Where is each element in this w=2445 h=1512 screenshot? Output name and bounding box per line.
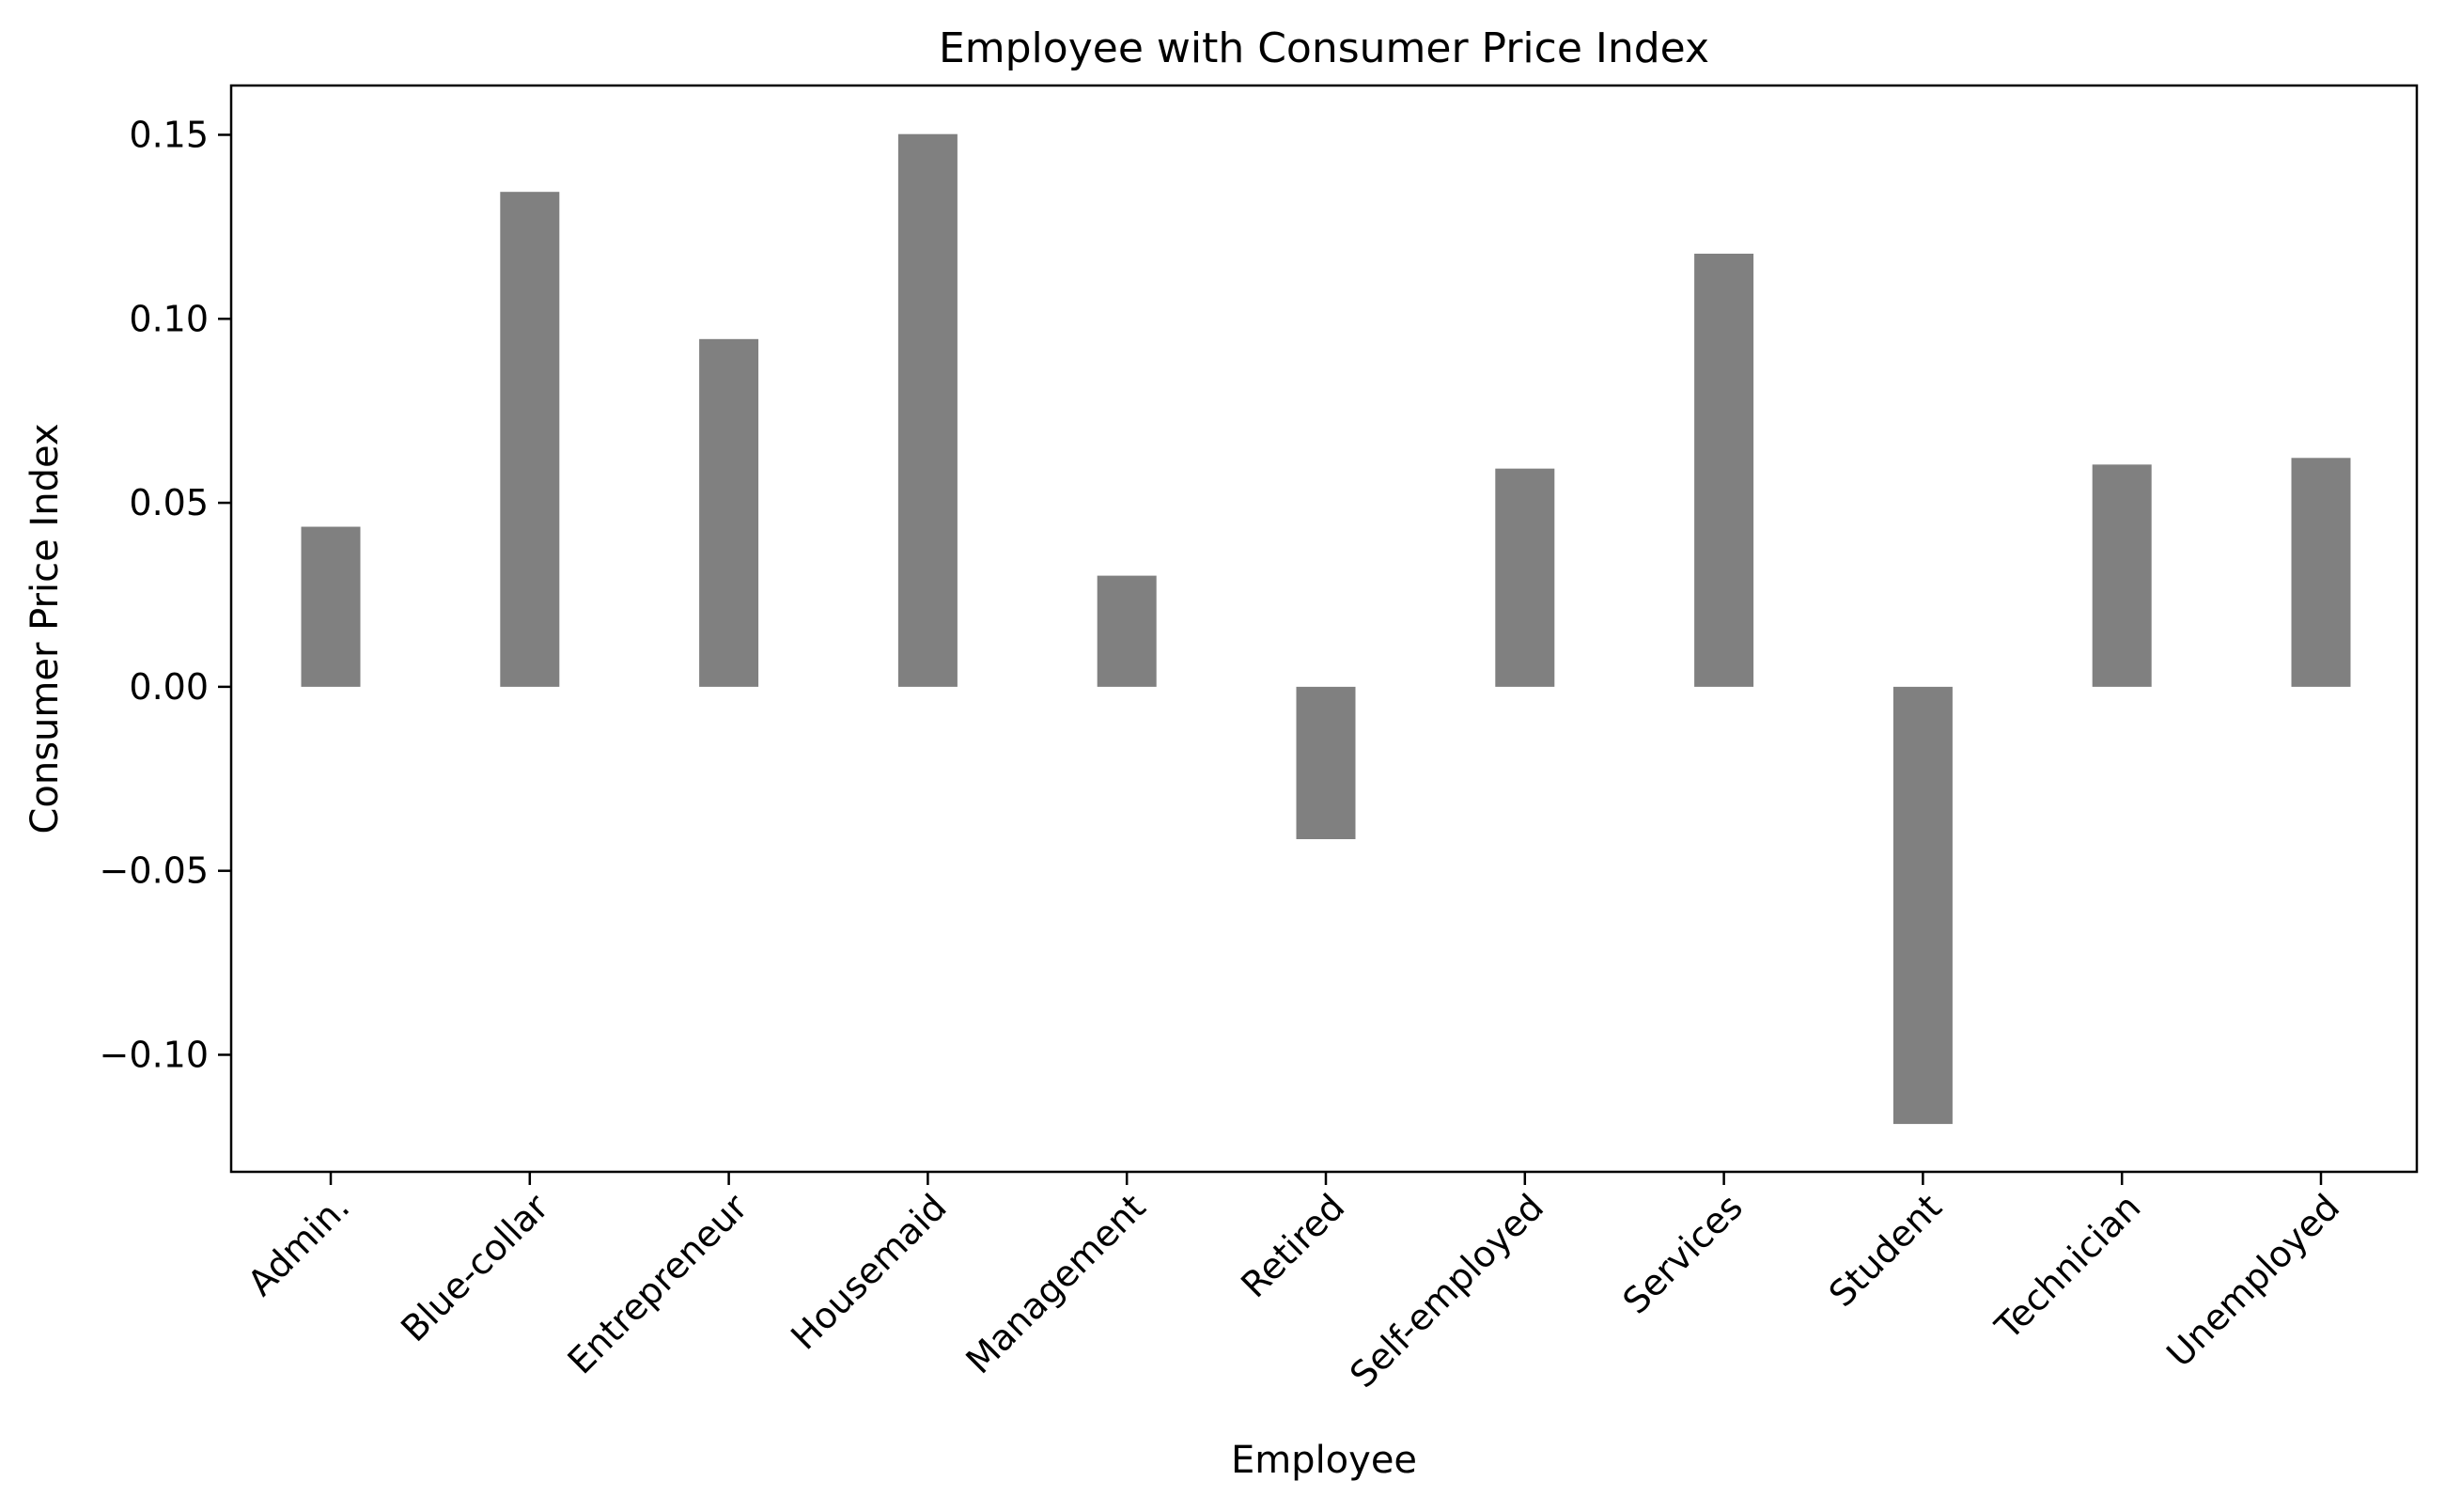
bar-housemaid — [897, 133, 958, 687]
bar-services — [1694, 253, 1754, 687]
bar-blue-collar — [500, 192, 560, 687]
y-axis: −0.10 −0.05 0.00 0.05 0.10 0.15 — [100, 114, 231, 1075]
chart-title: Employee with Consumer Price Index — [939, 24, 1709, 72]
y-tick-label: 0.10 — [129, 298, 209, 339]
y-tick-label: 0.00 — [129, 666, 209, 708]
bar-retired — [1296, 686, 1356, 839]
bar-management — [1097, 575, 1157, 687]
y-tick-label: −0.10 — [100, 1034, 209, 1075]
bar-student — [1892, 686, 1953, 1125]
y-tick-label: 0.15 — [129, 114, 209, 155]
bar-self-employed — [1495, 468, 1555, 687]
bar-technician — [2092, 464, 2152, 687]
plot-frame — [229, 84, 2419, 1174]
y-tick-label: 0.05 — [129, 482, 209, 523]
x-axis-label: Employee — [1231, 1439, 1417, 1482]
bars-layer — [301, 133, 2351, 1125]
bar-admin — [301, 526, 361, 687]
y-tick-label: −0.05 — [100, 850, 209, 892]
bar-unemployed — [2291, 458, 2351, 687]
y-axis-label: Consumer Price Index — [23, 423, 67, 834]
bar-entrepreneur — [699, 338, 759, 687]
